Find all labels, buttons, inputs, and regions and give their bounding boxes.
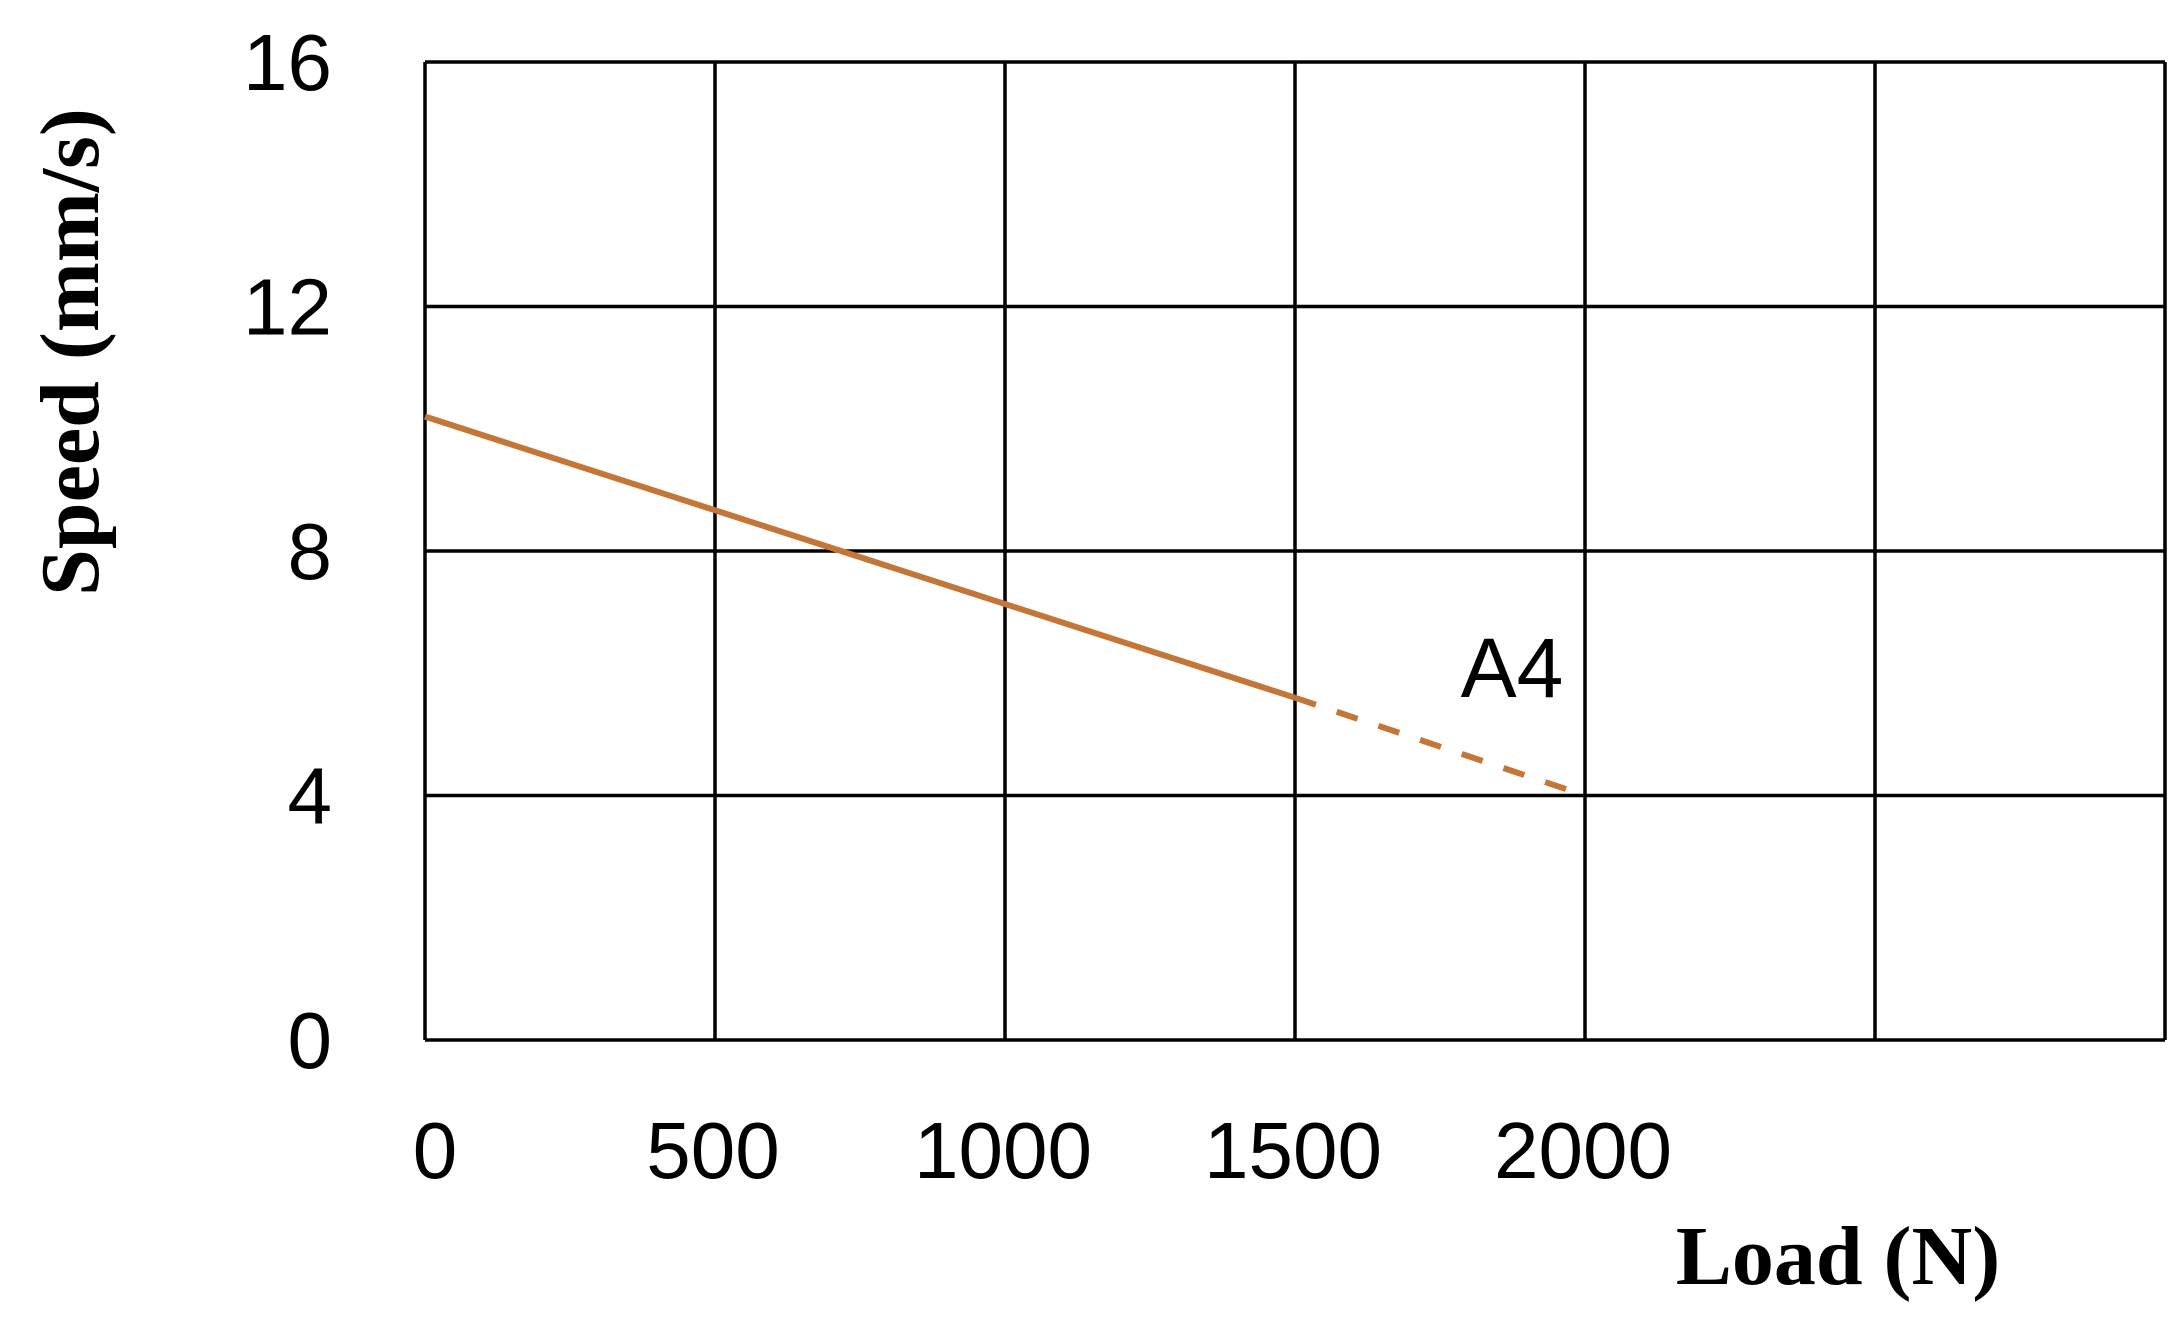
x-tick-label: 0 <box>413 1106 458 1195</box>
series-line-solid <box>424 413 1296 701</box>
y-tick-label: 12 <box>243 263 332 352</box>
series-lines <box>424 413 1586 799</box>
y-tick-label: 8 <box>288 507 333 596</box>
y-tick-label: 0 <box>288 996 333 1085</box>
x-tick-label: 1000 <box>914 1106 1092 1195</box>
x-axis-title: Load (N) <box>1676 1210 2000 1303</box>
y-tick-label: 16 <box>243 18 332 107</box>
y-tick-labels: 0 4 8 12 16 <box>243 18 332 1085</box>
x-tick-label: 2000 <box>1494 1106 1672 1195</box>
grid <box>423 60 2167 1042</box>
series-labels: A4 <box>1461 621 1564 715</box>
series-line-dashed <box>1294 694 1586 799</box>
x-tick-label: 500 <box>646 1106 779 1195</box>
series-label: A4 <box>1461 621 1564 715</box>
y-tick-label: 4 <box>288 752 333 841</box>
x-tick-label: 1500 <box>1204 1106 1382 1195</box>
x-tick-labels: 0 500 1000 1500 2000 <box>413 1106 1672 1195</box>
y-axis-title: Speed (mm/s) <box>24 108 117 596</box>
